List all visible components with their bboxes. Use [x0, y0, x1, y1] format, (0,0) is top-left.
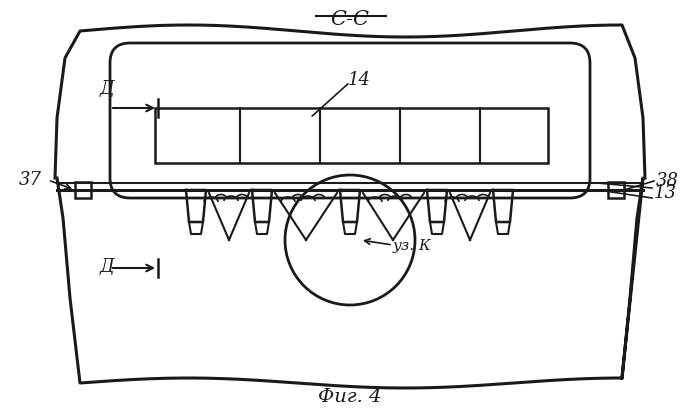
Text: С-С: С-С: [331, 10, 370, 29]
Text: уз. К: уз. К: [393, 239, 432, 253]
Text: 38: 38: [656, 172, 679, 190]
Bar: [75, 182, 91, 198]
Bar: [608, 182, 624, 198]
Bar: [155, 108, 548, 163]
Text: Д: Д: [100, 258, 115, 276]
Text: 13: 13: [654, 184, 677, 202]
Text: 14: 14: [348, 71, 371, 89]
Text: Фиг. 4: Фиг. 4: [318, 388, 382, 406]
Text: 37: 37: [19, 171, 42, 189]
Text: Д: Д: [100, 80, 115, 98]
